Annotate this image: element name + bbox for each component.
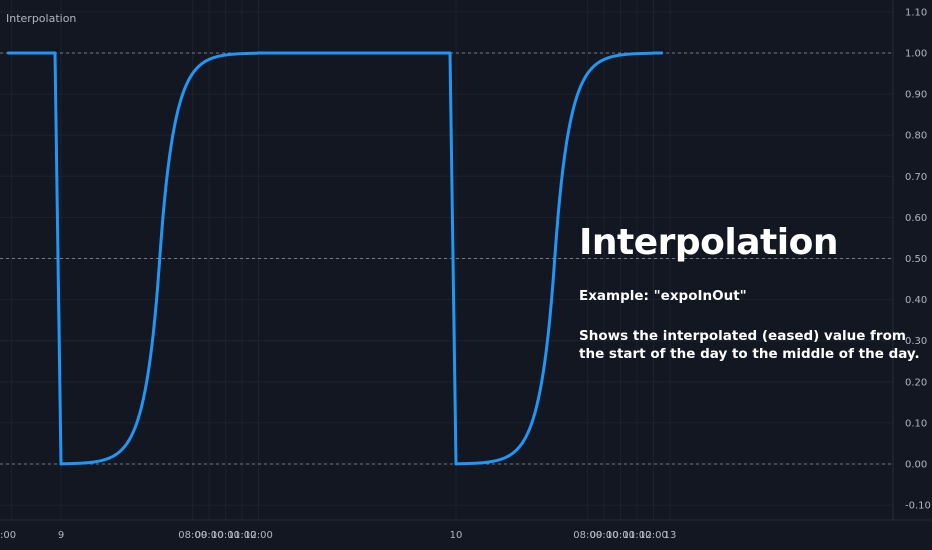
x-tick-label: 11:00	[623, 530, 652, 541]
chart-annotation: Interpolation Example: "expoInOut" Shows…	[579, 220, 920, 363]
x-tick-label: 08:00	[573, 530, 602, 541]
y-tick-label: 0.10	[905, 418, 927, 429]
y-tick-label: 0.00	[905, 460, 927, 471]
x-tick-label: :00	[0, 530, 16, 541]
annotation-line-2: the start of the day to the middle of th…	[579, 346, 920, 362]
x-tick-label: 10	[450, 530, 463, 541]
series-layer	[6, 51, 664, 466]
y-tick-label: 0.80	[905, 131, 927, 142]
annotation-heading: Interpolation	[579, 222, 838, 263]
y-tick-label: 1.10	[905, 7, 927, 18]
x-tick-label: 9	[58, 530, 64, 541]
x-tick-label: 09:00	[590, 530, 619, 541]
x-tick-label: 12:00	[244, 530, 273, 541]
x-tick-label: 13	[664, 530, 677, 541]
x-tick-label: 10:00	[606, 530, 635, 541]
x-tick-label: 08:00	[178, 530, 207, 541]
y-tick-label: 1.00	[905, 49, 927, 60]
y-tick-label: 0.30	[905, 336, 927, 347]
annotation-example: Example: "expoInOut"	[579, 288, 747, 304]
x-tick-label: 10:00	[211, 530, 240, 541]
y-tick-label: 0.40	[905, 295, 927, 306]
x-tick-label: 12:00	[639, 530, 668, 541]
y-tick-label: 0.50	[905, 254, 927, 265]
annotation-line-1: Shows the interpolated (eased) value fro…	[579, 328, 906, 344]
y-tick-label: 0.60	[905, 213, 927, 224]
grid-lines	[0, 0, 893, 520]
x-tick-label: 09:00	[195, 530, 224, 541]
indicator-title[interactable]: Interpolation	[6, 12, 77, 25]
interpolation-series-line	[6, 51, 664, 466]
x-tick-label: 11:00	[228, 530, 257, 541]
y-tick-label: -0.10	[905, 501, 931, 512]
y-tick-label: 0.20	[905, 377, 927, 388]
y-tick-label: 0.90	[905, 90, 927, 101]
y-tick-label: 0.70	[905, 172, 927, 183]
y-axis-ticks: 1.10 1.00 0.90 0.80 0.70 0.60 0.50 0.40 0.30 0.20…	[905, 7, 931, 511]
